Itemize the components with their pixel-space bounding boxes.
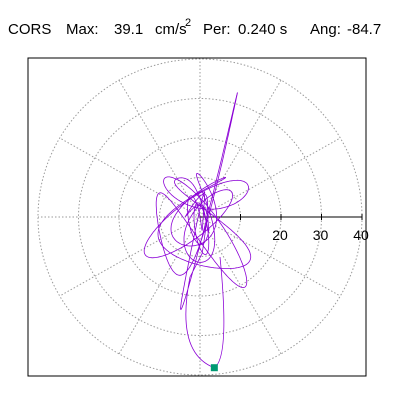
max-unit: cm/s	[155, 21, 187, 38]
radial-tick-label: 30	[313, 227, 329, 243]
radial-tick-label: 40	[353, 227, 369, 243]
radial-axis: 20 30 40	[200, 214, 369, 243]
grid-spoke-210	[59, 216, 201, 297]
max-marker	[210, 364, 218, 372]
grid-spoke-150	[59, 137, 201, 218]
orbit-trace	[143, 92, 252, 369]
motion-trace	[143, 92, 252, 369]
max-marker-group	[210, 364, 218, 372]
radial-tick-label: 20	[272, 227, 288, 243]
period-label: Per:	[203, 21, 231, 38]
angle-label: Ang:	[310, 21, 341, 38]
max-value: 39.1	[114, 21, 143, 38]
plot-frame	[27, 57, 367, 377]
max-label: Max:	[66, 21, 99, 38]
grid-spoke-30	[199, 137, 341, 218]
station-label: CORS	[8, 21, 51, 38]
grid-spoke-330	[199, 216, 341, 297]
grid-spoke-300	[199, 216, 282, 355]
angle-value: -84.7	[347, 21, 381, 38]
chart-header: CORS Max: 39.1 cm/s 2 Per: 0.240 s Ang: …	[8, 17, 381, 38]
period-value: 0.240 s	[238, 21, 287, 38]
max-unit-exponent: 2	[185, 17, 191, 29]
